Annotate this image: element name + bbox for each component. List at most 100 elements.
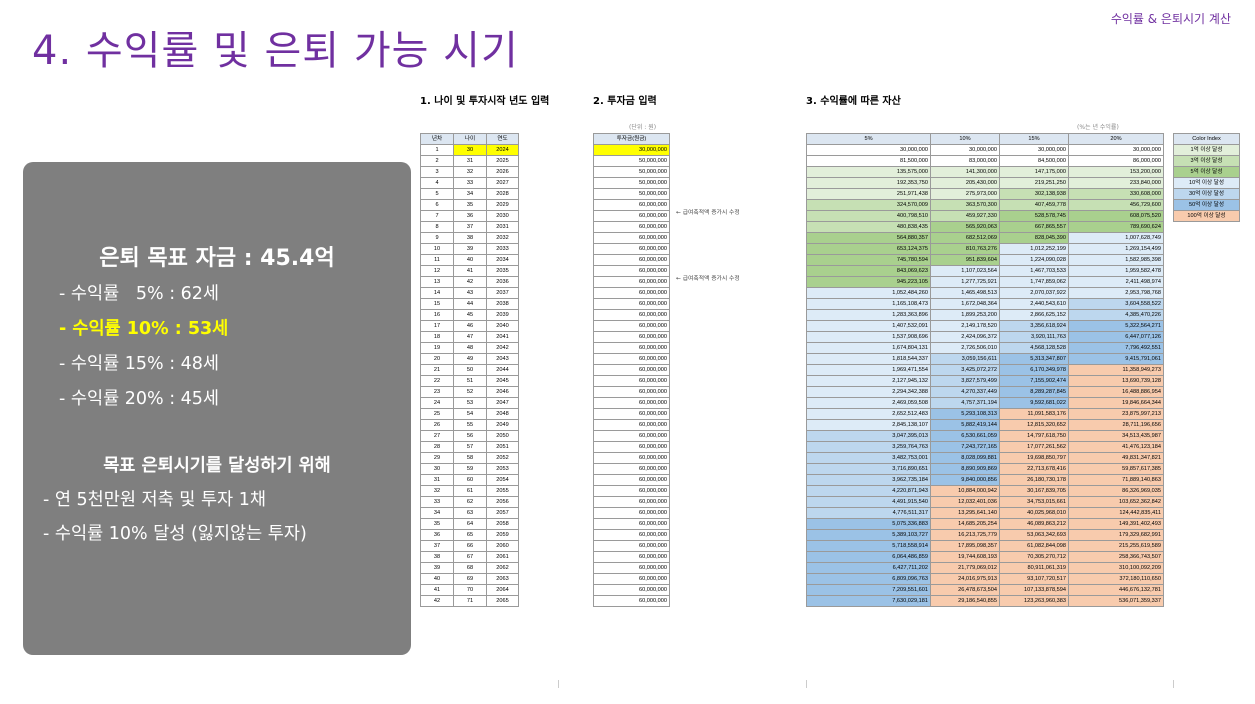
cell-investment[interactable]: 60,000,000 (593, 573, 670, 585)
cell-investment[interactable]: 60,000,000 (593, 243, 670, 255)
cell-asset: 1,959,582,478 (1068, 265, 1164, 277)
cell-asset: 1,674,804,131 (806, 342, 931, 354)
cell-investment[interactable]: 60,000,000 (593, 298, 670, 310)
cell-asset: 2,411,498,974 (1068, 276, 1164, 288)
cell-investment[interactable]: 60,000,000 (593, 452, 670, 464)
table-row: 20 49 2043 (420, 353, 519, 365)
cell-investment[interactable]: 60,000,000 (593, 485, 670, 497)
table-row: 60,000,000 (593, 375, 670, 387)
cell-n: 3 (420, 166, 454, 178)
legend-row: 10억 이상 달성 (1173, 177, 1240, 189)
cell-investment[interactable]: 60,000,000 (593, 232, 670, 244)
cell-investment[interactable]: 60,000,000 (593, 287, 670, 299)
cell-investment[interactable]: 60,000,000 (593, 551, 670, 563)
table-row: 1,407,532,091 2,149,178,520 3,356,618,924 5… (806, 320, 1164, 332)
cell-asset: 4,757,371,194 (930, 397, 1000, 409)
cell-investment[interactable]: 60,000,000 (593, 276, 670, 288)
cell-asset: 810,763,276 (930, 243, 1000, 255)
cell-year: 2034 (486, 254, 519, 266)
cell-investment[interactable]: 50,000,000 (593, 166, 670, 178)
cell-asset: 1,465,498,513 (930, 287, 1000, 299)
cell-investment[interactable]: 60,000,000 (593, 309, 670, 321)
cell-year: 2058 (486, 518, 519, 530)
table-row: 60,000,000 (593, 485, 670, 497)
table-row: 324,570,009 363,570,300 407,459,778 456,729… (806, 199, 1164, 211)
table-row: 60,000,000 (593, 441, 670, 453)
investment-table: 투자금(원금) 30,000,000 50,000,000 50,000,000 50… (593, 133, 670, 607)
cell-year: 2041 (486, 331, 519, 343)
table-row: 50,000,000 (593, 155, 670, 167)
cell-n: 14 (420, 287, 454, 299)
cell-asset: 5,389,103,727 (806, 529, 931, 541)
table-row: 60,000,000 (593, 342, 670, 354)
cell-investment[interactable]: 50,000,000 (593, 177, 670, 189)
cell-investment[interactable]: 60,000,000 (593, 408, 670, 420)
cell-investment[interactable]: 60,000,000 (593, 199, 670, 211)
cell-investment[interactable]: 60,000,000 (593, 254, 670, 266)
cell-year: 2051 (486, 441, 519, 453)
cell-n: 28 (420, 441, 454, 453)
cell-investment[interactable]: 50,000,000 (593, 155, 670, 167)
table-row: 14 43 2037 (420, 287, 519, 299)
cell-asset: 2,953,798,768 (1068, 287, 1164, 299)
cell-year: 2032 (486, 232, 519, 244)
cell-age: 55 (453, 419, 487, 431)
cell-investment[interactable]: 60,000,000 (593, 540, 670, 552)
cell-year: 2036 (486, 276, 519, 288)
cell-asset: 843,069,623 (806, 265, 931, 277)
cell-investment[interactable]: 60,000,000 (593, 364, 670, 376)
cell-asset: 16,213,725,779 (930, 529, 1000, 541)
cell-investment[interactable]: 60,000,000 (593, 562, 670, 574)
cell-investment[interactable]: 60,000,000 (593, 210, 670, 222)
cell-investment[interactable]: 60,000,000 (593, 441, 670, 453)
cell-investment[interactable]: 50,000,000 (593, 188, 670, 200)
cell-age: 38 (453, 232, 487, 244)
table-row: 25 54 2048 (420, 408, 519, 420)
rate-unit-note: (%는 년 수익률) (1077, 124, 1119, 131)
cell-investment[interactable]: 60,000,000 (593, 419, 670, 431)
cell-investment[interactable]: 60,000,000 (593, 331, 670, 343)
table-row: 30,000,000 (593, 144, 670, 156)
cell-investment[interactable]: 60,000,000 (593, 496, 670, 508)
cell-investment[interactable]: 60,000,000 (593, 507, 670, 519)
legend-row: 50억 이상 달성 (1173, 199, 1240, 211)
cell-asset: 84,500,000 (999, 155, 1069, 167)
table-row: 4 33 2027 (420, 177, 519, 189)
cell-year: 2063 (486, 573, 519, 585)
cell-investment[interactable]: 60,000,000 (593, 474, 670, 486)
cell-investment[interactable]: 60,000,000 (593, 342, 670, 354)
cell-asset: 1,224,090,028 (999, 254, 1069, 266)
cell-age: 32 (453, 166, 487, 178)
cell-investment[interactable]: 60,000,000 (593, 529, 670, 541)
cell-asset: 1,052,484,260 (806, 287, 931, 299)
cell-year[interactable]: 2024 (486, 144, 519, 156)
cell-age: 41 (453, 265, 487, 277)
cell-investment[interactable]: 60,000,000 (593, 265, 670, 277)
cell-investment[interactable]: 60,000,000 (593, 595, 670, 607)
cell-investment[interactable]: 60,000,000 (593, 353, 670, 365)
cell-asset: 5,882,419,144 (930, 419, 1000, 431)
table-row: 60,000,000 (593, 573, 670, 585)
cell-asset: 480,838,435 (806, 221, 931, 233)
cell-asset: 135,575,000 (806, 166, 931, 178)
cell-investment[interactable]: 60,000,000 (593, 386, 670, 398)
cell-asset: 4,776,511,317 (806, 507, 931, 519)
cell-age: 67 (453, 551, 487, 563)
cell-investment[interactable]: 60,000,000 (593, 463, 670, 475)
cell-asset: 1,969,471,554 (806, 364, 931, 376)
cell-asset: 330,608,000 (1068, 188, 1164, 200)
cell-investment[interactable]: 60,000,000 (593, 584, 670, 596)
cell-year: 2038 (486, 298, 519, 310)
cell-asset: 19,698,850,797 (999, 452, 1069, 464)
cell-investment[interactable]: 60,000,000 (593, 518, 670, 530)
cell-investment[interactable]: 60,000,000 (593, 430, 670, 442)
cell-investment[interactable]: 60,000,000 (593, 375, 670, 387)
cell-age[interactable]: 30 (453, 144, 487, 156)
cell-investment[interactable]: 60,000,000 (593, 221, 670, 233)
cell-investment[interactable]: 60,000,000 (593, 397, 670, 409)
cell-investment[interactable]: 30,000,000 (593, 144, 670, 156)
cell-n: 5 (420, 188, 454, 200)
cell-n: 30 (420, 463, 454, 475)
cell-asset: 205,430,000 (930, 177, 1000, 189)
cell-investment[interactable]: 60,000,000 (593, 320, 670, 332)
